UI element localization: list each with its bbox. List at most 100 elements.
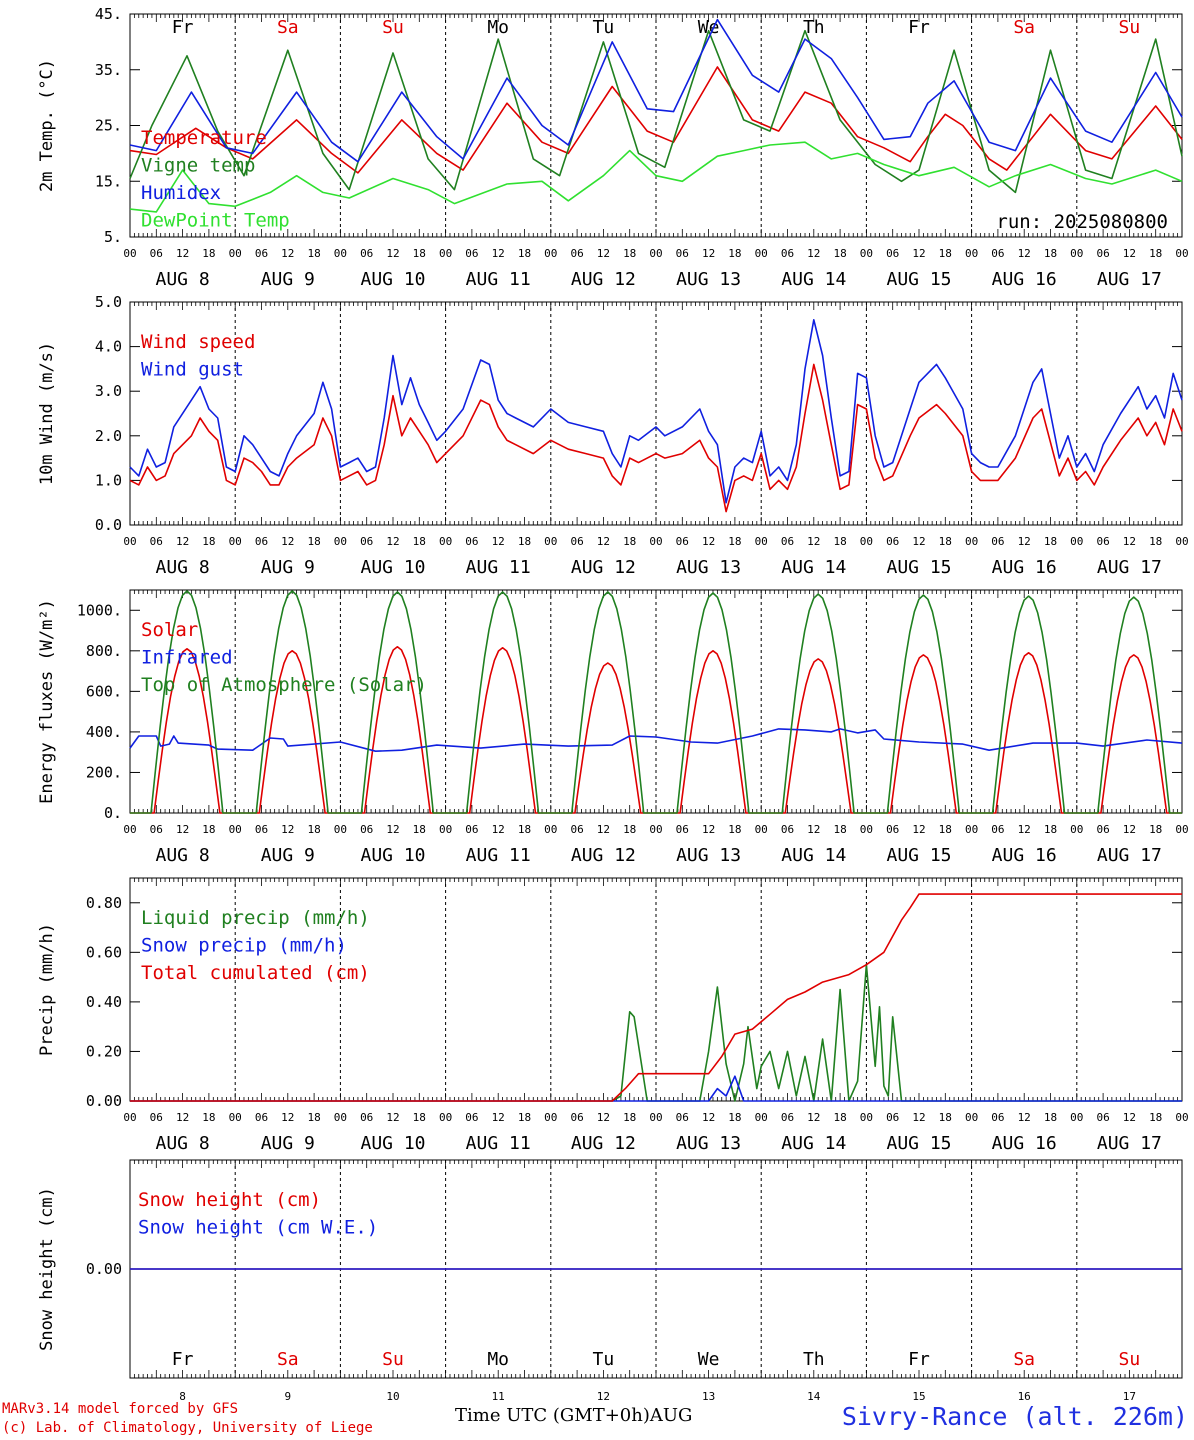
hour-label: 18 xyxy=(307,1111,320,1124)
hour-label: 18 xyxy=(413,535,426,548)
y-tick-label: 0.00 xyxy=(86,1260,122,1278)
hour-label: 12 xyxy=(912,535,925,548)
weekday-label: Sa xyxy=(1013,17,1035,38)
hour-label: 00 xyxy=(439,823,452,836)
weekday-label: Fr xyxy=(172,17,194,38)
date-label: AUG 12 xyxy=(571,1133,636,1154)
date-label: AUG 10 xyxy=(360,269,425,290)
hour-label: 00 xyxy=(1070,1111,1083,1124)
date-label: AUG 13 xyxy=(676,269,741,290)
hour-label: 06 xyxy=(360,535,373,548)
hour-label: 12 xyxy=(1018,823,1031,836)
hour-label: 06 xyxy=(1096,535,1109,548)
hour-label: 06 xyxy=(676,1111,689,1124)
hour-label: 00 xyxy=(1175,247,1188,260)
series-line-infrared xyxy=(129,728,1183,752)
legend-entry: Total cumulated (cm) xyxy=(141,962,370,984)
series-line-vigne-temp xyxy=(129,29,1183,194)
hour-label: 18 xyxy=(307,823,320,836)
series-line-wind-gust xyxy=(129,319,1183,504)
y-tick-label: 2.0 xyxy=(95,427,122,445)
date-label: AUG 13 xyxy=(676,845,741,866)
hour-label: 06 xyxy=(570,823,583,836)
hour-label: 00 xyxy=(1070,823,1083,836)
hour-label: 00 xyxy=(1070,247,1083,260)
hour-label: 18 xyxy=(728,1111,741,1124)
hour-label: 00 xyxy=(755,1111,768,1124)
hour-label: 18 xyxy=(202,247,215,260)
hour-label: 12 xyxy=(1123,823,1136,836)
weekday-label: Mo xyxy=(487,17,509,38)
hour-label: 12 xyxy=(702,823,715,836)
hour-label: 18 xyxy=(518,535,531,548)
hour-label: 06 xyxy=(360,247,373,260)
hour-label: 12 xyxy=(912,1111,925,1124)
hour-label: 00 xyxy=(755,535,768,548)
legend-entry: Liquid precip (mm/h) xyxy=(141,907,370,929)
hour-label: 06 xyxy=(150,535,163,548)
hour-label: 00 xyxy=(229,535,242,548)
y-tick-label: 5. xyxy=(104,228,122,246)
y-tick-label: 800. xyxy=(86,642,122,660)
hour-label: 12 xyxy=(807,823,820,836)
hour-label: 18 xyxy=(833,823,846,836)
hour-label: 06 xyxy=(150,1111,163,1124)
day-number-label: 14 xyxy=(807,1390,821,1403)
y-tick-label: 1.0 xyxy=(95,471,122,489)
weekday-label: Mo xyxy=(487,1349,509,1370)
hour-label: 06 xyxy=(150,247,163,260)
hour-label: 06 xyxy=(360,1111,373,1124)
panel-frame xyxy=(129,589,1183,814)
hour-label: 12 xyxy=(281,535,294,548)
date-label: AUG 13 xyxy=(676,1133,741,1154)
hour-label: 06 xyxy=(781,1111,794,1124)
y-tick-label: 25. xyxy=(95,117,122,135)
hour-label: 06 xyxy=(1096,823,1109,836)
date-label: AUG 17 xyxy=(1097,269,1162,290)
day-number-label: 13 xyxy=(702,1390,715,1403)
date-label: AUG 8 xyxy=(156,1133,210,1154)
y-tick-label: 0.0 xyxy=(95,516,122,534)
date-label: AUG 10 xyxy=(360,1133,425,1154)
hour-label: 12 xyxy=(492,823,505,836)
hour-label: 06 xyxy=(991,823,1004,836)
hour-label: 12 xyxy=(912,247,925,260)
hour-label: 18 xyxy=(202,1111,215,1124)
y-tick-label: 0.40 xyxy=(86,993,122,1011)
hour-label: 00 xyxy=(229,823,242,836)
hour-label: 00 xyxy=(965,823,978,836)
date-label: AUG 12 xyxy=(571,845,636,866)
date-label: AUG 8 xyxy=(156,269,210,290)
y-tick-label: 0.20 xyxy=(86,1042,122,1060)
hour-label: 18 xyxy=(413,247,426,260)
y-tick-label: 45. xyxy=(95,5,122,23)
hour-label: 00 xyxy=(649,535,662,548)
y-axis-label: 10m Wind (m/s) xyxy=(37,342,57,485)
hour-label: 06 xyxy=(886,1111,899,1124)
date-label: AUG 12 xyxy=(571,269,636,290)
hour-label: 00 xyxy=(860,823,873,836)
hour-label: 12 xyxy=(281,823,294,836)
date-label: AUG 9 xyxy=(261,845,315,866)
hour-label: 06 xyxy=(886,823,899,836)
panel-frame xyxy=(129,13,1183,238)
hour-label: 06 xyxy=(255,535,268,548)
series-line-dewpoint-temp xyxy=(129,141,1183,213)
hour-label: 18 xyxy=(939,535,952,548)
hour-label: 18 xyxy=(1149,1111,1162,1124)
hour-label: 12 xyxy=(597,823,610,836)
hour-label: 00 xyxy=(334,535,347,548)
date-label: AUG 14 xyxy=(781,1133,846,1154)
weekday-label: Fr xyxy=(908,17,930,38)
hour-label: 18 xyxy=(518,247,531,260)
hour-label: 00 xyxy=(334,247,347,260)
hour-label: 06 xyxy=(465,247,478,260)
hour-label: 12 xyxy=(386,823,399,836)
series-line-wind-speed xyxy=(129,363,1183,513)
hour-label: 06 xyxy=(1096,247,1109,260)
day-number-label: 17 xyxy=(1123,1390,1136,1403)
day-number-label: 16 xyxy=(1018,1390,1031,1403)
date-label: AUG 8 xyxy=(156,845,210,866)
hour-label: 12 xyxy=(912,823,925,836)
